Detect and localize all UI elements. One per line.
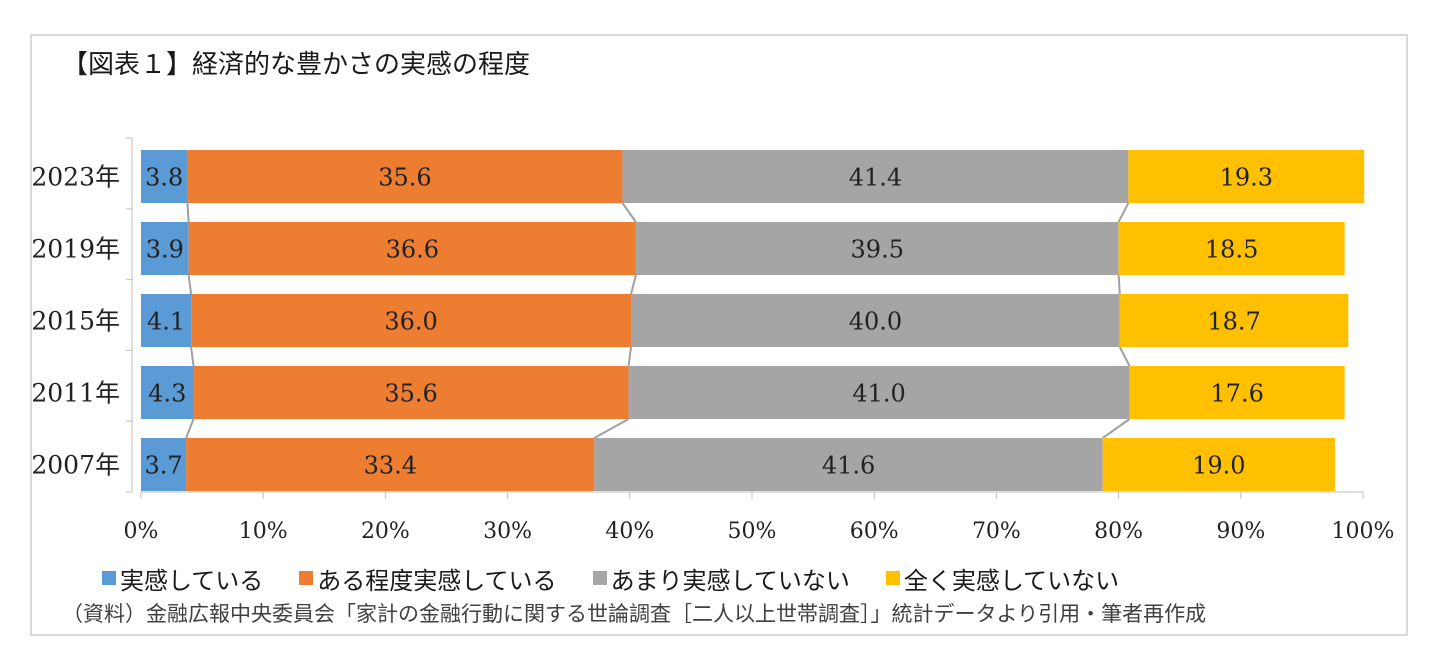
data-label: 4.1 [147,308,185,336]
series-line [1117,202,1130,223]
x-tick-label: 80% [1094,519,1143,544]
series-line [621,202,637,223]
data-label: 40.0 [849,308,902,336]
bar-segment [141,150,188,203]
bar-segment [628,366,1130,419]
series-line [593,418,630,439]
legend-item-2: ある程度実感している [299,561,557,596]
legend-label-4: 全く実感していない [903,566,1120,595]
bar-segment [1102,438,1335,491]
series-line [185,418,195,439]
x-tick-label: 0% [124,519,159,544]
legend-item-4: 全く実感していない [885,561,1120,596]
data-label: 19.3 [1220,164,1273,192]
category-label: 2007年 [31,451,120,480]
x-tick-label: 30% [483,519,532,544]
x-tick-label: 60% [850,519,899,544]
x-tick-label: 40% [605,519,654,544]
data-label: 36.6 [386,236,439,264]
bar-segment [594,438,1103,491]
series-line [1102,418,1131,439]
data-label: 39.5 [851,236,904,264]
data-label: 35.6 [378,164,431,192]
data-label: 3.9 [146,236,184,264]
category-label: 2015年 [31,307,120,336]
x-tick-label: 90% [1216,519,1265,544]
data-label: 35.6 [384,380,437,408]
legend-swatch-1 [102,571,116,585]
data-label: 4.3 [148,380,186,408]
bar-segment [187,150,623,203]
bar-segment [1129,366,1345,419]
source-note: （資料）金融広報中央委員会「家計の金融行動に関する世論調査［二人以上世帯調査］」… [62,602,1207,626]
legend-label-3: あまり実感していない [610,566,850,595]
series-line [187,274,193,295]
bar-segment [141,438,187,491]
data-label: 18.5 [1205,236,1258,264]
legend-label-2: ある程度実感している [317,566,557,595]
bar-segment [141,222,189,275]
legend-swatch-2 [299,571,314,585]
data-label: 19.0 [1192,452,1245,480]
bar-segment [1118,222,1345,275]
x-tick-label: 70% [972,519,1021,544]
series-line [1117,274,1121,295]
x-tick-label: 100% [1332,519,1395,544]
bar-segment [1128,150,1365,203]
x-tick-label: 10% [239,519,288,544]
legend-item-1: 実感している [102,561,263,596]
series-line [186,202,190,223]
chart-title: 【図表１】経済的な豊かさの実感の程度 [62,50,531,80]
bar-segment [193,366,629,419]
data-label: 3.7 [145,452,183,480]
series-line [630,274,637,295]
data-label: 41.0 [852,380,905,408]
data-label: 33.4 [364,452,417,480]
bar-segment [1119,294,1349,347]
data-label: 18.7 [1207,308,1260,336]
data-label: 17.6 [1210,380,1263,408]
series-line [190,346,195,367]
data-label: 41.4 [849,164,902,192]
bar-segment [141,366,194,419]
category-label: 2023年 [31,163,120,192]
x-tick-label: 50% [728,519,777,544]
series-line [1118,346,1131,367]
data-label: 3.8 [145,164,183,192]
bar-segment [186,438,595,491]
bar-segment [141,294,192,347]
legend-label-1: 実感している [120,566,264,595]
data-label: 36.0 [384,308,437,336]
category-label: 2019年 [31,235,120,264]
x-tick-label: 20% [361,519,410,544]
category-label: 2011年 [31,379,120,408]
data-label: 41.6 [822,452,875,480]
legend-item-3: あまり実感していない [592,561,850,596]
legend: 実感している ある程度実感している あまり実感していない 全く実感していない [102,560,1362,596]
legend-swatch-3 [592,571,607,585]
series-line [627,346,633,367]
bar-segment [631,294,1120,347]
bar-segment [191,294,632,347]
bar-segment [635,222,1119,275]
bar-segment [622,150,1129,203]
legend-swatch-4 [885,571,900,585]
bar-segment [188,222,636,275]
